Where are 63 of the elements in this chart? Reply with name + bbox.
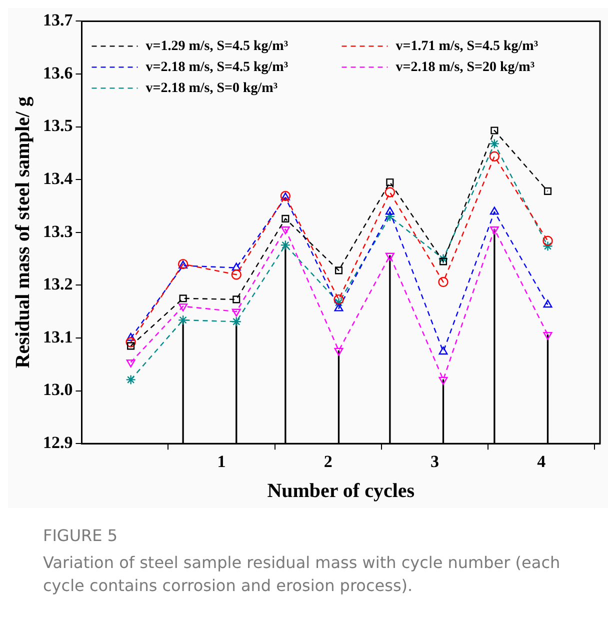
y-tick-label: 13.7 [43,10,74,30]
x-tick-label: 4 [537,452,546,472]
point [231,316,242,327]
x-tick-label: 2 [324,452,332,472]
point [542,236,553,246]
point [179,294,187,302]
point [334,294,344,305]
legend-label: v=2.18 m/s, S=0 kg/m³ [146,80,278,96]
point [334,266,343,274]
x-axis-title: Number of cycles [267,480,415,502]
point [334,303,344,312]
point [385,206,394,215]
point [490,126,498,134]
point [384,187,396,198]
y-tick-label: 13.0 [43,380,73,400]
point [386,178,394,186]
y-tick-label: 13.6 [43,63,73,82]
y-tick-label: 13.4 [43,168,74,188]
point [126,332,136,341]
point [438,276,448,288]
point [232,296,240,304]
point [542,241,553,252]
point [232,308,241,317]
point [489,138,500,149]
point [232,262,241,271]
point [178,314,188,326]
point [280,240,291,250]
point [543,332,552,340]
legend-label: v=2.18 m/s, S=4.5 kg/m³ [146,60,288,75]
x-tick-label: 3 [430,452,439,472]
point [282,214,290,222]
point [384,211,396,222]
point [490,206,499,215]
point [438,376,448,385]
y-tick-label: 13.2 [43,274,73,294]
point [280,226,290,234]
legend-label: v=2.18 m/s, S=20 kg/m³ [396,60,535,75]
point [544,187,552,195]
text: Variation of steel sample residual mass with cycle number (each cycle contains corrosion and erosion process). [43,552,562,597]
point [543,300,552,308]
y-axis-title: Residual mass of steel sample/ g [12,96,34,368]
point [178,303,188,312]
point [231,270,242,280]
y-tick-label: 13.3 [43,222,73,241]
point [385,252,394,261]
point [127,342,135,350]
point [490,226,499,234]
y-tick-label: 13.1 [43,327,73,346]
point [438,254,448,264]
x-tick-label: 1 [217,452,226,472]
y-tick-label: 12.9 [43,432,73,452]
legend-label: v=1.29 m/s, S=4.5 kg/m³ [146,38,288,54]
point [438,346,448,355]
point [126,359,136,368]
text: FIGURE 5 [43,526,119,545]
point [334,298,344,308]
point [439,258,448,266]
y-tick-label: 13.5 [43,116,73,136]
point [489,151,500,162]
point [126,374,136,385]
point [334,348,344,356]
legend-label: v=1.71 m/s, S=4.5 kg/m³ [396,38,538,54]
point [126,337,136,348]
